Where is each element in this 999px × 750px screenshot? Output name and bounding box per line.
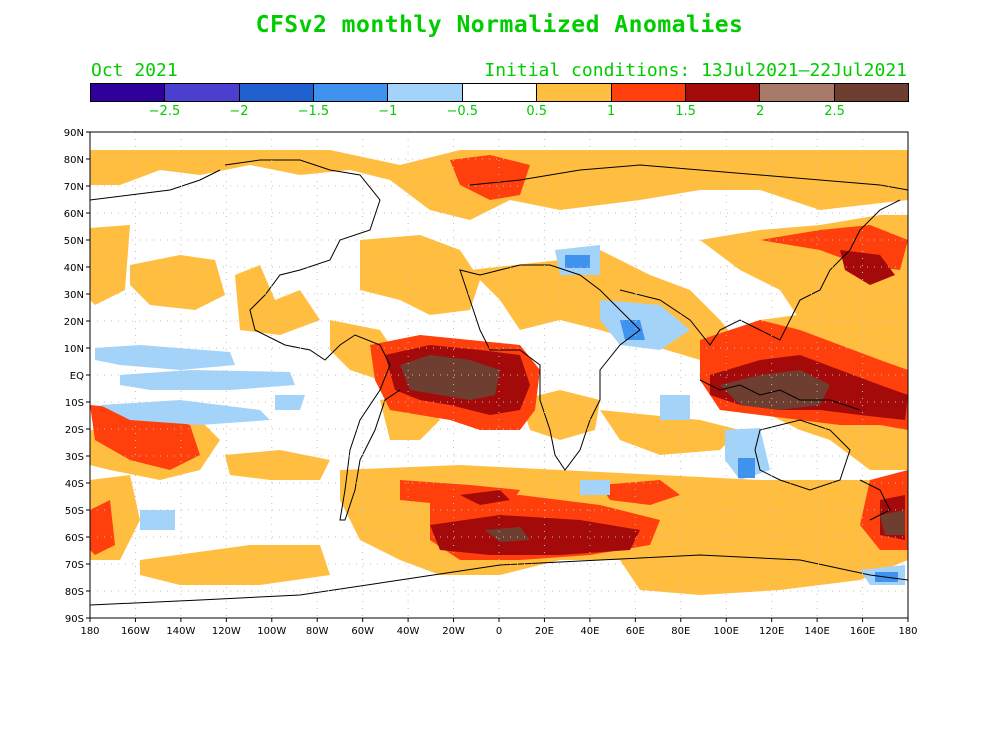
legend-swatch xyxy=(314,84,389,101)
lon-label: 140E xyxy=(804,626,829,637)
legend-label: −1.5 xyxy=(297,104,330,119)
lat-label: 70S xyxy=(65,560,84,571)
legend-swatch xyxy=(760,84,835,101)
lat-label: 30S xyxy=(65,452,84,463)
coastlines xyxy=(90,159,908,606)
lon-label: 20W xyxy=(442,626,465,637)
lon-label: 100W xyxy=(257,626,286,637)
cool-shading-2 xyxy=(565,255,898,582)
legend-label: −0.5 xyxy=(446,104,479,119)
lat-label: 20N xyxy=(64,317,84,328)
lat-label: 30N xyxy=(64,290,84,301)
legend-label: 1.5 xyxy=(675,104,696,119)
legend-swatch xyxy=(388,84,463,101)
lat-label: 60S xyxy=(65,533,84,544)
lon-label: 180 xyxy=(80,626,99,637)
lat-label: 90S xyxy=(65,614,84,625)
lon-label: 120W xyxy=(212,626,241,637)
lon-label: 40W xyxy=(397,626,420,637)
longitude-axis: 180 160W 140W 120W 100W 80W 60W 40W 20W 0 20E 40E 60… xyxy=(80,618,918,637)
lon-label: 20E xyxy=(535,626,554,637)
legend-swatch xyxy=(165,84,240,101)
lon-label: 120E xyxy=(759,626,784,637)
lon-label: 40E xyxy=(580,626,599,637)
lon-label: 100E xyxy=(714,626,739,637)
lat-label: 10S xyxy=(65,398,84,409)
lat-label: 90N xyxy=(64,128,84,139)
legend-label: 1 xyxy=(607,104,616,119)
lat-label: 40S xyxy=(65,479,84,490)
latitude-axis: 90N 80N 70N 60N 50N 40N 30N 20N 10N EQ 10S 20S 30S 40… xyxy=(64,128,90,625)
initial-conditions: Initial conditions: 13Jul2021–22Jul2021 xyxy=(484,60,907,81)
lon-label: 160E xyxy=(850,626,875,637)
legend-label: 0.5 xyxy=(526,104,548,119)
lat-label: 60N xyxy=(64,209,84,220)
lat-label: 80N xyxy=(64,155,84,166)
lat-label: EQ xyxy=(70,371,84,382)
lat-label: 10N xyxy=(64,344,84,355)
lat-label: 50S xyxy=(65,506,84,517)
lon-label: 160W xyxy=(121,626,150,637)
forecast-month: Oct 2021 xyxy=(91,60,178,81)
lon-label: 0 xyxy=(496,626,502,637)
legend-label: 2.5 xyxy=(824,104,845,119)
lon-label: 140W xyxy=(166,626,195,637)
color-legend xyxy=(90,83,909,102)
legend-label: 2 xyxy=(755,104,765,119)
legend-swatch xyxy=(834,84,908,101)
legend-swatch xyxy=(239,84,315,101)
lat-label: 20S xyxy=(65,425,84,436)
lon-label: 80W xyxy=(306,626,329,637)
lon-label: 60W xyxy=(351,626,374,637)
legend-label: −1 xyxy=(378,104,398,119)
chart-title: CFSv2 monthly Normalized Anomalies xyxy=(255,12,744,38)
anomaly-field xyxy=(90,150,908,606)
legend-swatch xyxy=(462,84,538,101)
legend-swatch xyxy=(537,84,612,101)
lat-label: 40N xyxy=(64,263,84,274)
lon-label: 80E xyxy=(671,626,690,637)
lat-label: 70N xyxy=(64,182,84,193)
legend-label: −2.5 xyxy=(148,104,181,119)
legend-swatch xyxy=(91,84,166,101)
lon-label: 60E xyxy=(626,626,645,637)
lat-label: 50N xyxy=(64,236,84,247)
legend-labels: −2.5 −2 −1.5 −1 −0.5 0.5 1 1.5 2 2.5 xyxy=(90,104,909,120)
legend-swatch xyxy=(685,84,761,101)
lat-label: 80S xyxy=(65,587,84,598)
legend-label: −2 xyxy=(229,104,249,119)
lon-label: 180 xyxy=(898,626,917,637)
legend-swatch xyxy=(611,84,686,101)
